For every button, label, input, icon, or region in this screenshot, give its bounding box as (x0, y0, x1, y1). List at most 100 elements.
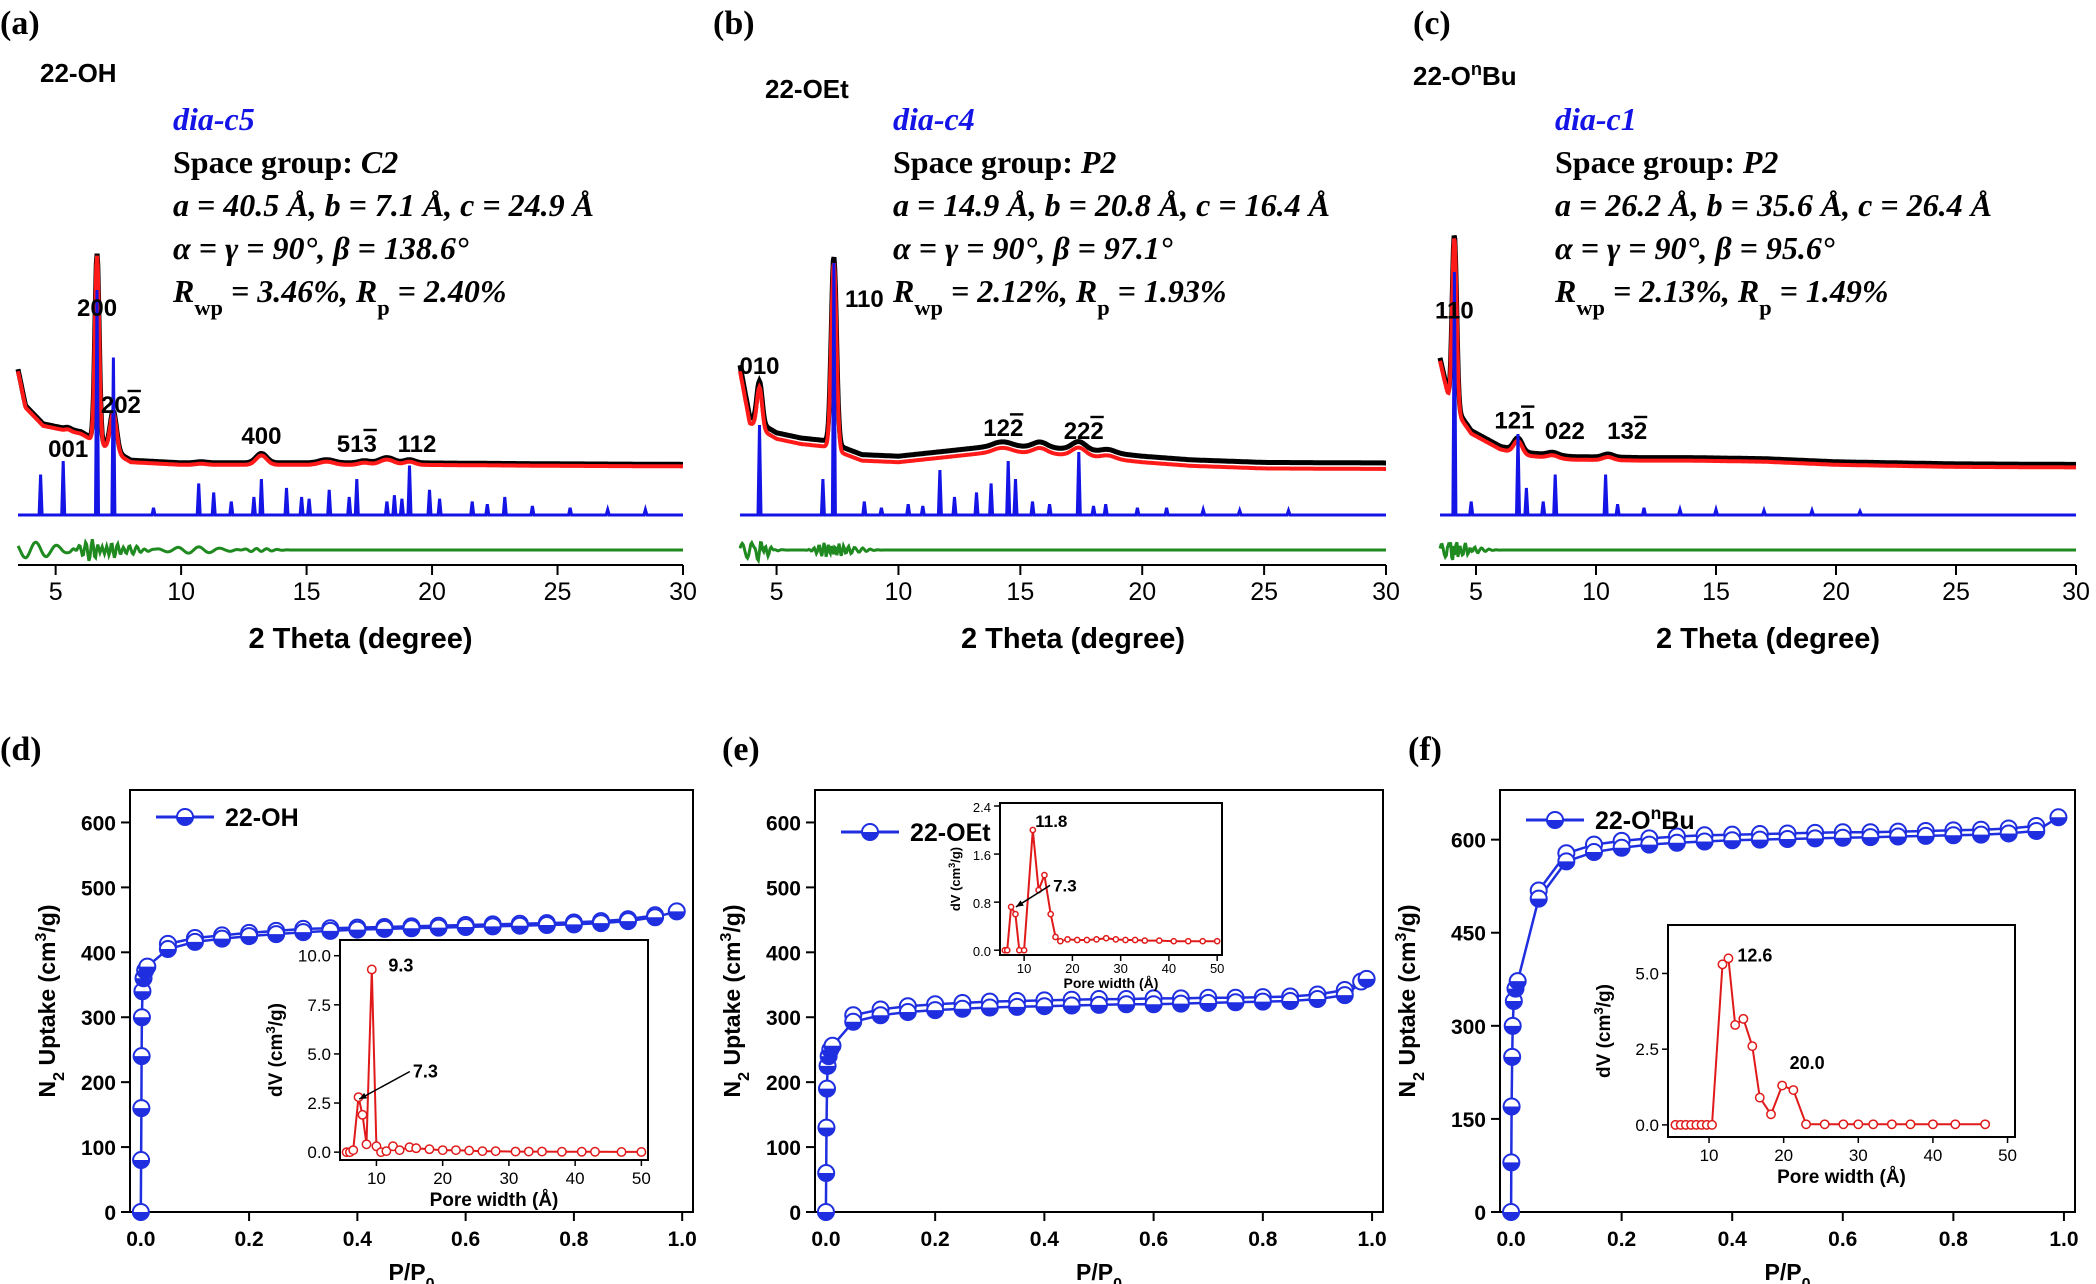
adsorption-point (817, 1164, 836, 1183)
inset-x-tick-label: 20 (1065, 961, 1079, 976)
adsorption-point (926, 1001, 945, 1020)
psd-point (1003, 946, 1011, 954)
psd-point (381, 1146, 392, 1157)
psd-point (1073, 936, 1081, 944)
psd-point (1819, 1119, 1830, 1130)
text-segment: 20 (1128, 578, 1156, 606)
inset-y-tick-label: 5.0 (307, 1045, 331, 1064)
marker-fill (135, 978, 152, 987)
psd-point (490, 1146, 501, 1157)
text-segment: 51 (337, 431, 364, 458)
marker-fill (1145, 1004, 1162, 1013)
psd-point (1020, 946, 1028, 954)
text-segment: 1 (1521, 407, 1534, 434)
text-segment: 500 (81, 877, 116, 900)
text-segment: n (1471, 59, 1482, 79)
marker-fill (1641, 844, 1658, 853)
xrd-panel-c: (c) 5 10 15 20 25 30 2 Theta (degree) 110 121 022 1… (1413, 5, 2090, 655)
r-factors-line: Rwp = 2.12%, Rp = 1.93% (892, 273, 1227, 320)
x-tick-label: 0.6 (1828, 1228, 1857, 1251)
marker-fill (819, 1065, 836, 1074)
text-segment: 20 (1822, 578, 1850, 606)
text-segment: P/P (1076, 1259, 1113, 1284)
inset-annotation: 11.8 (1035, 812, 1067, 831)
adsorption-point (1117, 995, 1136, 1014)
text-segment: 12 (1494, 407, 1521, 434)
adsorption-point (1144, 995, 1163, 1014)
text-segment: α = γ = 90°, β = 97.1° (893, 230, 1173, 266)
psd-point (1012, 910, 1019, 918)
text-segment: 25 (1942, 578, 1970, 606)
inset-y-tick-label: 10.0 (298, 947, 331, 966)
x-tick-label: 1.0 (1357, 1228, 1386, 1251)
text-segment: a = 26.2 Å, b = 35.6 Å, c = 26.4 Å (1555, 187, 1992, 223)
text-segment: 22-OH (225, 804, 299, 832)
y-tick-label: 150 (1451, 1109, 1486, 1132)
adsorption-point (871, 1006, 890, 1025)
text-segment: 1.0 (668, 1228, 697, 1251)
text-segment: = 2.40% (390, 273, 507, 309)
text-segment: 112 (398, 431, 437, 458)
adsorption-point (1695, 832, 1714, 851)
text-segment: Uptake (cm (1394, 942, 1420, 1072)
marker-fill (511, 925, 528, 934)
x-tick-label: 0.0 (1496, 1228, 1525, 1251)
marker-fill (159, 949, 176, 958)
inset-annotation: 20.0 (1790, 1053, 1825, 1073)
inset-annotation: 7.3 (1053, 876, 1077, 895)
text-segment: 100 (81, 1137, 116, 1160)
adsorption-point (158, 940, 177, 959)
marker-fill (133, 1017, 150, 1026)
text-segment: N (34, 1081, 60, 1098)
cell-angles-line: α = γ = 90°, β = 97.1° (893, 230, 1173, 266)
text-segment: P/P (1764, 1259, 1801, 1284)
marker-fill (1503, 1162, 1520, 1171)
pore-size-inset: 10 20 30 40 50 0.0 0.8 1.6 2.4 Pore width (Å) dV (… (947, 800, 1224, 991)
psd-point (357, 1109, 368, 1120)
x-tick-label: 0.6 (451, 1228, 480, 1251)
text-segment: 600 (81, 812, 116, 835)
adsorption-point (348, 920, 367, 939)
observed-pattern (737, 256, 1386, 466)
adsorption-point (1750, 830, 1769, 849)
adsorption-point (1889, 827, 1908, 846)
adsorption-point (1171, 994, 1190, 1013)
text-segment: 150 (1451, 1109, 1486, 1132)
text-segment: 600 (766, 812, 801, 835)
adsorption-point (213, 929, 232, 948)
y-axis-label: N2 Uptake (cm3/g) (717, 904, 753, 1097)
annotation-arrowhead (1015, 900, 1024, 907)
text-segment: 10 (167, 578, 195, 606)
text-segment: /g) (1594, 984, 1615, 1007)
marker-fill (177, 817, 193, 825)
psd-point (1717, 959, 1728, 970)
text-segment: 2 Theta (degree) (961, 623, 1185, 655)
text-segment: 20 (1065, 961, 1079, 976)
text-segment: = 1.49% (1772, 273, 1889, 309)
annotation-arrowhead (359, 1092, 368, 1100)
marker-fill (981, 1007, 998, 1016)
text-segment: 110 (845, 286, 884, 313)
text-segment: p (377, 295, 389, 320)
text-segment: 30 (1849, 1146, 1868, 1165)
marker-fill (1036, 1006, 1053, 1015)
cell-parameters-line: a = 14.9 Å, b = 20.8 Å, c = 16.4 Å (893, 187, 1330, 223)
x-tick-label: 10 (167, 578, 195, 606)
text-segment: 2 Theta (degree) (1656, 623, 1880, 655)
inset-x-tick-label: 10 (367, 1169, 386, 1188)
adsorption-point (132, 1151, 151, 1170)
psd-point (590, 1146, 600, 1157)
text-segment: α = γ = 90°, β = 95.6° (1555, 230, 1835, 266)
text-segment: 50 (632, 1169, 651, 1188)
text-segment: 20.0 (1790, 1053, 1825, 1073)
marker-fill (954, 1008, 971, 1017)
sample-label: 22-OnBu (1413, 59, 1517, 91)
adsorption-point (1503, 1016, 1522, 1035)
panel-letter: (e) (722, 731, 760, 768)
marker-fill (565, 924, 582, 933)
psd-point (1777, 1080, 1788, 1091)
text-segment: dV (cm (266, 1034, 287, 1097)
marker-fill (1779, 839, 1796, 848)
marker-fill (1282, 1001, 1299, 1009)
x-tick-label: 1.0 (668, 1228, 697, 1251)
